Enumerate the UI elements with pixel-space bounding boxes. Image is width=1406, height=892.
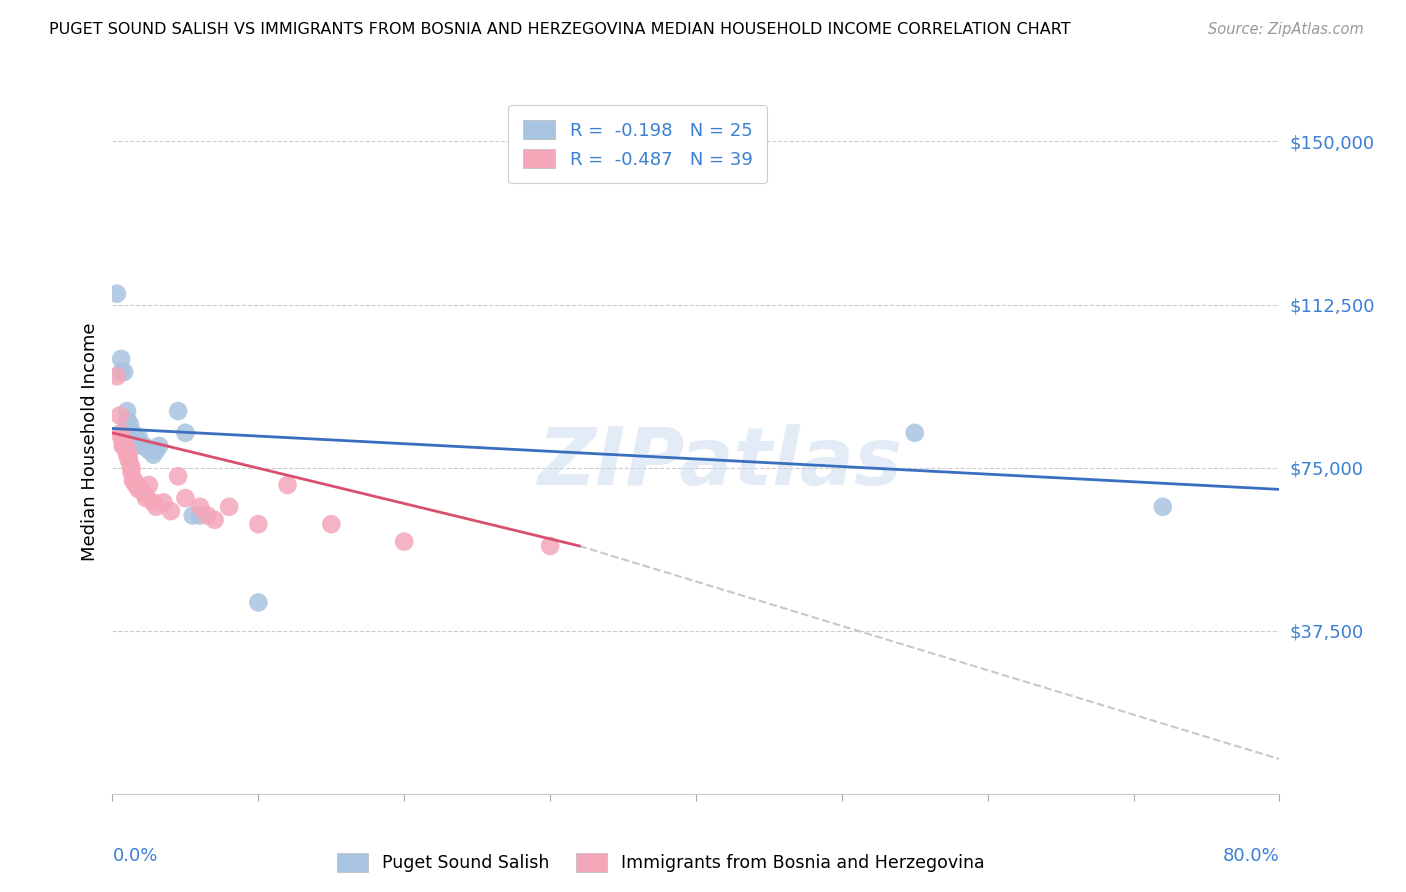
Point <box>128 430 150 444</box>
Point <box>904 425 927 440</box>
Point <box>115 448 138 462</box>
Legend: Puget Sound Salish, Immigrants from Bosnia and Herzegovina: Puget Sound Salish, Immigrants from Bosn… <box>330 846 991 879</box>
Point <box>174 425 197 440</box>
Point <box>538 539 561 553</box>
Text: ZIPatlas: ZIPatlas <box>537 424 901 501</box>
Point <box>114 439 136 453</box>
Point <box>145 500 167 514</box>
Point <box>135 491 157 505</box>
Point <box>131 483 153 497</box>
Point <box>118 456 141 470</box>
Y-axis label: Median Household Income: Median Household Income <box>80 322 98 561</box>
Point <box>1152 500 1174 514</box>
Text: PUGET SOUND SALISH VS IMMIGRANTS FROM BOSNIA AND HERZEGOVINA MEDIAN HOUSEHOLD IN: PUGET SOUND SALISH VS IMMIGRANTS FROM BO… <box>49 22 1071 37</box>
Point <box>112 365 135 379</box>
Point <box>115 413 138 427</box>
Point <box>124 430 146 444</box>
Text: 80.0%: 80.0% <box>1223 847 1279 864</box>
Point <box>131 439 153 453</box>
Point <box>122 425 145 440</box>
Point <box>148 439 170 453</box>
Point <box>111 439 134 453</box>
Point <box>110 425 132 440</box>
Point <box>120 465 142 479</box>
Point <box>142 448 165 462</box>
Point <box>120 460 142 475</box>
Point <box>174 491 197 505</box>
Legend: R =  -0.198   N = 25, R =  -0.487   N = 39: R = -0.198 N = 25, R = -0.487 N = 39 <box>508 105 768 183</box>
Point <box>118 425 141 440</box>
Point <box>321 517 343 532</box>
Point <box>204 513 226 527</box>
Point <box>145 443 167 458</box>
Point <box>125 478 148 492</box>
Point <box>118 417 141 431</box>
Point <box>218 500 240 514</box>
Point <box>188 508 211 523</box>
Point <box>134 439 156 453</box>
Text: 0.0%: 0.0% <box>112 847 157 864</box>
Point <box>110 365 132 379</box>
Point <box>195 508 218 523</box>
Point <box>127 478 149 492</box>
Point <box>115 443 138 458</box>
Point <box>105 369 128 384</box>
Point <box>115 404 138 418</box>
Point <box>122 474 145 488</box>
Point <box>117 452 139 467</box>
Point <box>111 434 134 449</box>
Point <box>167 404 190 418</box>
Point <box>134 487 156 501</box>
Point <box>125 430 148 444</box>
Point <box>124 474 146 488</box>
Point <box>142 495 165 509</box>
Point <box>167 469 190 483</box>
Point <box>112 439 135 453</box>
Point <box>276 478 298 492</box>
Point <box>181 508 204 523</box>
Point <box>138 478 160 492</box>
Point <box>188 500 211 514</box>
Point <box>152 495 174 509</box>
Point <box>110 430 132 444</box>
Point <box>138 443 160 458</box>
Point <box>117 448 139 462</box>
Point <box>394 534 416 549</box>
Point <box>110 351 132 366</box>
Point <box>160 504 183 518</box>
Text: Source: ZipAtlas.com: Source: ZipAtlas.com <box>1208 22 1364 37</box>
Point <box>105 286 128 301</box>
Point <box>128 483 150 497</box>
Point <box>108 409 131 423</box>
Point <box>247 517 270 532</box>
Point <box>247 595 270 609</box>
